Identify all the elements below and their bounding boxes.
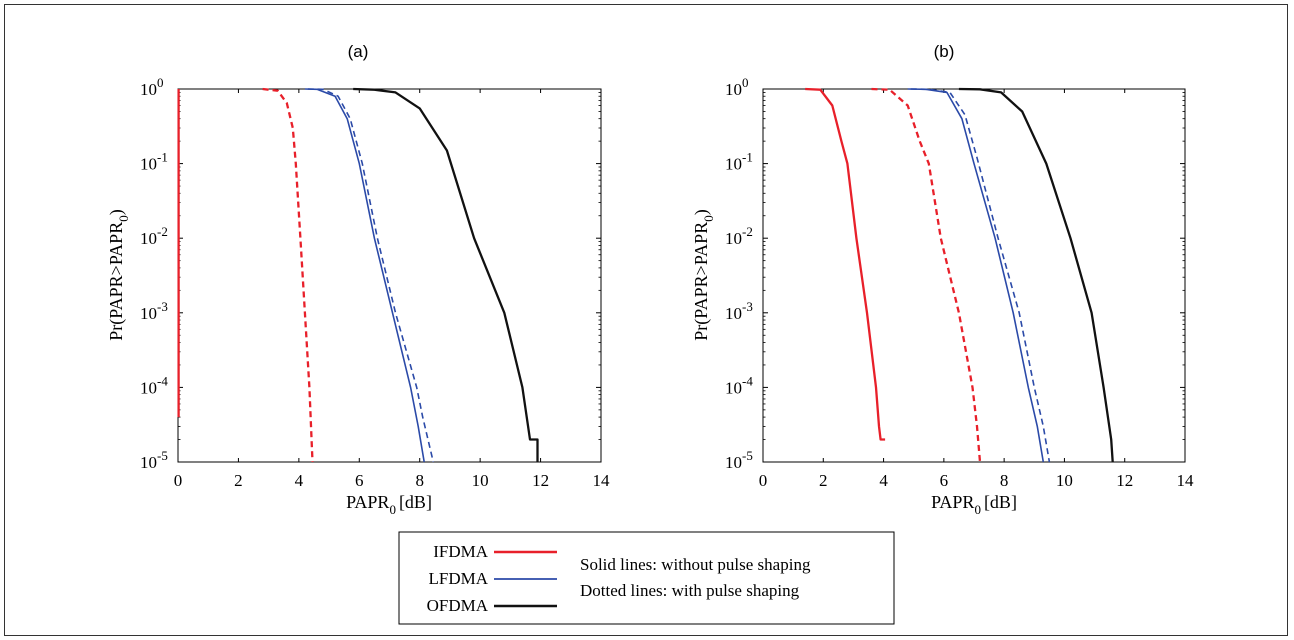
panel-b-xtick-label: 0: [759, 471, 768, 490]
legend-label-lfdma: LFDMA: [428, 569, 488, 588]
legend: IFDMA LFDMA OFDMA Solid lines: without p…: [398, 531, 895, 625]
panel-a-xtick-label: 8: [415, 471, 424, 490]
panel-b-xtick-label: 10: [1056, 471, 1073, 490]
panel-a-plot-area: [177, 88, 602, 463]
panel-a-y-ticks: 100 10-1 10-2 10-3 10-4 10-5: [140, 75, 601, 472]
panel-a-title: (a): [348, 42, 369, 61]
panel-a-ytick-label: 10-3: [140, 299, 168, 323]
panel-a-series: [177, 87, 539, 463]
panel-a-ylabel: Pr(PAPR>PAPR0): [106, 209, 131, 340]
panel-a-xtick-label: 12: [532, 471, 549, 490]
panel-a-ytick-label: 10-1: [140, 150, 168, 174]
panel-b-title: (b): [934, 42, 955, 61]
panel-b-y-ticks: 100 10-1 10-2 10-3 10-4 10-5: [725, 75, 1185, 472]
panel-a-series-ofdma-solid: [353, 87, 539, 462]
panel-b-ytick-label: 10-3: [725, 299, 753, 323]
legend-note-dotted: Dotted lines: with pulse shaping: [580, 581, 800, 600]
panel-b-ytick-label: 10-4: [725, 373, 753, 397]
panel-b-xlabel: PAPR0 [dB]: [931, 492, 1017, 517]
panel-a-series-lfdma-solid: [304, 88, 425, 463]
panel-b-xtick-label: 12: [1116, 471, 1133, 490]
panel-a-xtick-label: 2: [234, 471, 243, 490]
panel-b-ytick-label: 10-5: [725, 448, 753, 472]
panel-a-xtick-label: 0: [174, 471, 183, 490]
panel-a-series-lfdma-dotted: [307, 88, 435, 463]
panel-b-ytick-label: 10-2: [725, 224, 753, 248]
panel-a-x-ticks: 0 2 4 6 8 10 12 14: [174, 89, 610, 490]
panel-b-series: [805, 87, 1114, 463]
panel-a-xtick-label: 6: [355, 471, 364, 490]
panel-a-xtick-label: 4: [295, 471, 304, 490]
panel-a-series-ifdma-dotted: [262, 87, 314, 463]
panel-b-ytick-label: 10-1: [725, 150, 753, 174]
panel-b-x-ticks: 0 2 4 6 8 10 12 14: [759, 89, 1194, 490]
panel-b-ytick-label: 100: [725, 75, 749, 99]
panel-a-ytick-label: 100: [140, 75, 164, 99]
legend-label-ofdma: OFDMA: [427, 596, 489, 615]
panel-a-ytick-label: 10-5: [140, 448, 168, 472]
panel-b-xtick-label: 4: [879, 471, 888, 490]
panel-b-xtick-label: 6: [940, 471, 949, 490]
legend-box: [398, 531, 895, 625]
panel-b-xtick-label: 14: [1177, 471, 1195, 490]
legend-label-ifdma: IFDMA: [433, 542, 489, 561]
panel-b-series-ofdma-solid: [958, 87, 1114, 463]
panel-b-series-ifdma-solid: [805, 87, 886, 441]
figure-frame: [4, 4, 1288, 636]
panel-b-ylabel: Pr(PAPR>PAPR0): [691, 209, 716, 340]
panel-a-xtick-label: 10: [472, 471, 489, 490]
panel-a-ytick-label: 10-2: [140, 224, 168, 248]
panel-a-xtick-label: 14: [593, 471, 611, 490]
panel-b-xtick-label: 8: [1000, 471, 1009, 490]
panel-a-xlabel: PAPR0 [dB]: [346, 492, 432, 517]
panel-b-series-ifdma-dotted: [871, 87, 982, 463]
legend-note-solid: Solid lines: without pulse shaping: [580, 555, 811, 574]
panel-a-ytick-label: 10-4: [140, 373, 168, 397]
panel-b-xtick-label: 2: [819, 471, 828, 490]
panel-b-series-lfdma-dotted: [910, 88, 1051, 463]
